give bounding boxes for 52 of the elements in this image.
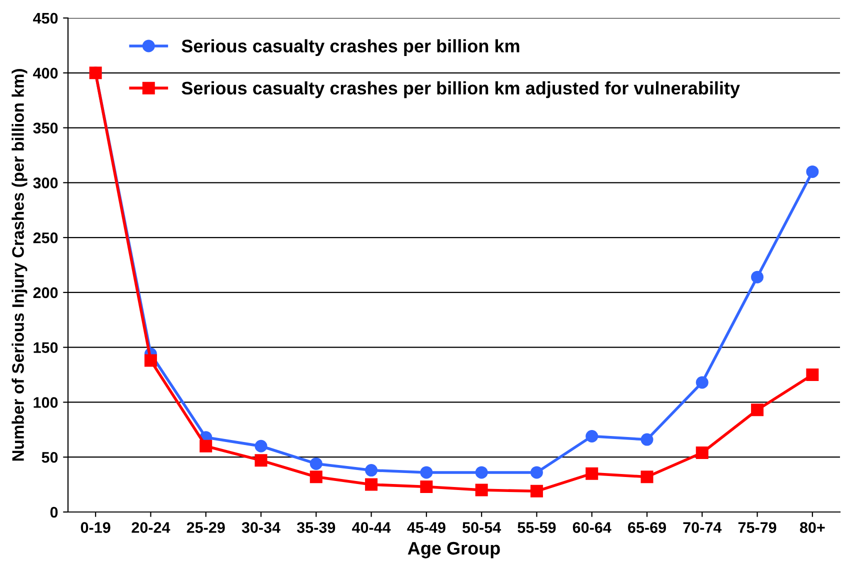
- point: [420, 480, 433, 493]
- x-axis-title: Age Group: [408, 542, 500, 558]
- y-axis-title: Number of Serious Injury Crashes (per billion km): [12, 69, 28, 461]
- y-tick-label: 350: [33, 122, 58, 134]
- x-tick-label: 35-39: [296, 522, 336, 533]
- x-tick-label: 75-79: [738, 522, 776, 533]
- point: [640, 470, 654, 484]
- x-tick-label: 25-29: [186, 522, 225, 533]
- x-tick-label: 60-64: [572, 522, 612, 533]
- point: [310, 457, 322, 470]
- point: [365, 464, 378, 477]
- x-tick-label: 20-24: [132, 522, 170, 533]
- point: [696, 376, 708, 389]
- point: [254, 440, 268, 452]
- x-tick-label: 50-54: [462, 522, 502, 533]
- point: [475, 484, 488, 496]
- point: [200, 440, 212, 452]
- point: [475, 466, 488, 479]
- point: [420, 466, 433, 479]
- x-tick-label: 0-19: [80, 522, 110, 533]
- y-tick-label: 250: [33, 232, 58, 244]
- point: [751, 404, 764, 416]
- point: [806, 368, 819, 382]
- point: [310, 470, 322, 484]
- y-tick-label: 50: [42, 452, 58, 463]
- x-tick-label: 30-34: [242, 522, 280, 533]
- y-tick-label: 200: [33, 287, 58, 298]
- point: [696, 446, 708, 459]
- legend-label: Serious casualty crashes per billion km adjusted for vulnerability: [182, 81, 740, 98]
- point: [586, 430, 598, 443]
- point: [144, 354, 157, 367]
- x-tick-label: 55-59: [518, 522, 556, 533]
- point: [640, 433, 654, 446]
- y-tick-label: 100: [34, 397, 58, 408]
- y-tick-label: 0: [50, 506, 58, 518]
- y-tick-label: 450: [33, 12, 58, 24]
- legend-label: Serious casualty crashes per billion km: [182, 39, 520, 56]
- x-tick-label: 80+: [800, 522, 825, 533]
- point: [365, 478, 378, 491]
- y-tick-label: 150: [34, 342, 58, 354]
- x-tick-label: 65-69: [628, 522, 666, 533]
- x-tick-label: 70-74: [683, 522, 722, 533]
- x-tick-label: 40-44: [352, 522, 391, 533]
- point: [806, 165, 819, 178]
- point: [751, 270, 764, 284]
- point: [530, 484, 543, 498]
- point: [530, 466, 543, 479]
- y-tick-label: 400: [33, 68, 58, 79]
- point: [586, 467, 598, 480]
- y-tick-label: 300: [33, 178, 58, 188]
- x-tick-label: 45-49: [407, 522, 446, 533]
- point: [254, 454, 268, 467]
